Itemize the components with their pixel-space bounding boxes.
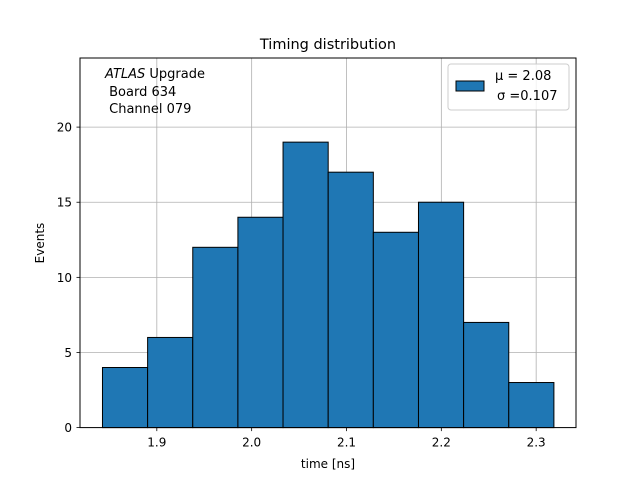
- histogram-bar: [372, 231, 419, 429]
- legend-box: [447, 63, 570, 111]
- histogram-bars: [101, 141, 555, 429]
- histogram-bar: [101, 367, 149, 429]
- x-axis-label: time [ns]: [301, 457, 355, 471]
- annotation-line-1: ATLAS Upgrade: [104, 67, 205, 82]
- y-axis-ticks: 0 5 10 15 20: [57, 121, 80, 435]
- histogram-bar: [282, 141, 329, 429]
- y-tick-label: 15: [57, 196, 72, 210]
- y-tick-label: 5: [64, 346, 72, 360]
- y-tick-label: 10: [57, 271, 72, 285]
- annotation-line-3: Channel 079: [105, 102, 191, 117]
- y-tick-label: 0: [64, 421, 72, 435]
- y-tick-label: 20: [57, 121, 72, 135]
- histogram-bar: [327, 171, 374, 429]
- y-axis-label: Events: [33, 223, 47, 264]
- atlas-annotation: ATLAS Upgrade Board 634 Channel 079: [104, 67, 205, 117]
- x-tick-label: 2.2: [432, 436, 451, 450]
- histogram-bar: [237, 216, 284, 429]
- legend: μ = 2.08 σ =0.107: [447, 63, 570, 111]
- x-tick-label: 2.1: [337, 436, 356, 450]
- annotation-line-2: Board 634: [105, 85, 176, 100]
- histogram-bar: [417, 201, 465, 429]
- x-tick-label: 1.9: [147, 436, 166, 450]
- histogram-bar: [147, 336, 194, 429]
- legend-sigma-label: σ =0.107: [497, 89, 557, 104]
- histogram-bar: [192, 246, 239, 429]
- x-tick-label: 2.3: [527, 436, 546, 450]
- legend-mu-label: μ = 2.08: [495, 69, 551, 84]
- chart-title: Timing distribution: [259, 37, 396, 53]
- x-axis-ticks: 1.9 2.0 2.1 2.2 2.3: [147, 427, 546, 450]
- histogram-bar: [463, 321, 510, 429]
- axes-frame: [79, 57, 577, 429]
- legend-swatch: [455, 80, 485, 92]
- x-tick-label: 2.0: [242, 436, 261, 450]
- histogram-bar: [508, 382, 555, 429]
